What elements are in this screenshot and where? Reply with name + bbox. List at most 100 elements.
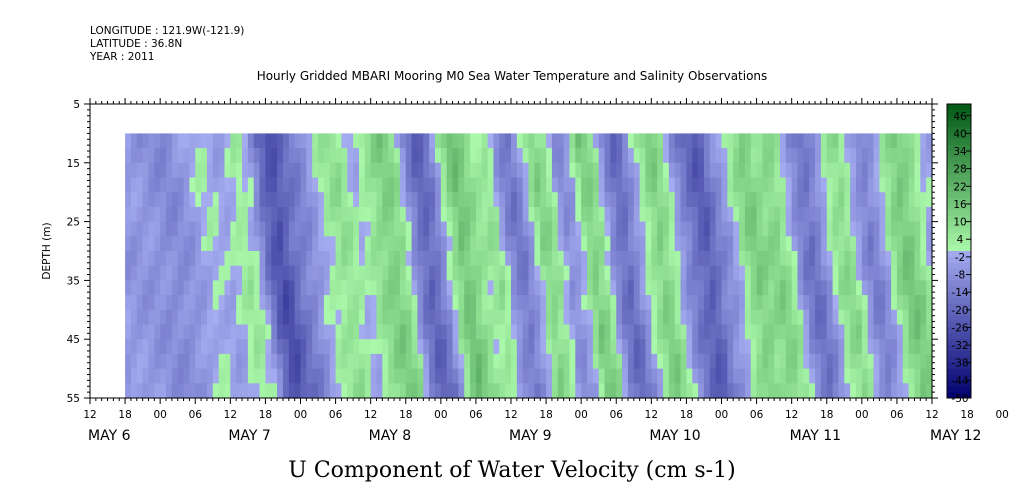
heatmap-cell (452, 251, 459, 267)
heatmap-cell (569, 353, 576, 370)
heatmap-cell (282, 309, 290, 326)
heatmap-cell (434, 295, 442, 311)
heatmap-cell (376, 251, 383, 267)
heatmap-cell (715, 206, 723, 223)
heatmap-cell (370, 221, 378, 237)
heatmap-cell (551, 265, 559, 281)
heatmap-cell (411, 324, 419, 340)
heatmap-cell (429, 206, 436, 223)
heatmap-cell (224, 236, 231, 252)
heatmap-cell (259, 177, 267, 193)
heatmap-cell (475, 206, 483, 223)
heatmap-cell (768, 236, 775, 252)
heatmap-cell (797, 206, 804, 223)
heatmap-cell (832, 133, 840, 149)
colorbar-label: -8 (955, 270, 965, 282)
heatmap-cell (575, 353, 582, 370)
heatmap-cell (130, 133, 138, 149)
heatmap-cell (370, 295, 378, 311)
heatmap-cell (879, 221, 886, 237)
heatmap-cell (446, 339, 454, 355)
colorbar-swatch (947, 251, 971, 258)
heatmap-cell (587, 148, 594, 164)
heatmap-cell (569, 339, 576, 355)
heatmap-cell (306, 383, 313, 399)
heatmap-cell (318, 339, 325, 355)
heatmap-cell (855, 368, 863, 384)
heatmap-cell (616, 162, 623, 179)
heatmap-cell (347, 339, 354, 355)
heatmap-cell (206, 309, 214, 326)
heatmap-cell (698, 251, 705, 267)
heatmap-cell (627, 192, 635, 208)
heatmap-cell (715, 221, 723, 237)
heatmap-cell (288, 309, 296, 326)
heatmap-cell (516, 133, 524, 149)
heatmap-cell (750, 251, 758, 267)
heatmap-cell (470, 177, 477, 193)
heatmap-cell (633, 309, 641, 326)
heatmap-cell (288, 162, 296, 179)
heatmap-cell (867, 353, 875, 370)
heatmap-cell (130, 280, 138, 296)
heatmap-cell (575, 339, 582, 355)
heatmap-cell (686, 192, 693, 208)
heatmap-cell (639, 383, 647, 399)
colorbar-swatch (947, 198, 971, 205)
heatmap-cell (306, 148, 313, 164)
heatmap-cell (844, 265, 851, 281)
heatmap-cell (236, 368, 243, 384)
heatmap-cell (499, 148, 506, 164)
heatmap-cell (551, 353, 559, 370)
heatmap-cell (850, 148, 857, 164)
x-tick-label: 12 (785, 409, 798, 421)
heatmap-cell (318, 177, 325, 193)
heatmap-cell (715, 309, 723, 326)
heatmap-cell (668, 133, 676, 149)
colorbar-swatch (947, 127, 971, 134)
x-tick-label: 18 (118, 409, 131, 421)
heatmap-cell (815, 368, 822, 384)
heatmap-cell (253, 192, 261, 208)
heatmap-cell (505, 148, 512, 164)
heatmap-cell (762, 309, 769, 326)
heatmap-cell (896, 206, 904, 223)
heatmap-cell (201, 339, 208, 355)
heatmap-cell (651, 133, 658, 149)
heatmap-cell (557, 265, 565, 281)
heatmap-cell (826, 309, 834, 326)
heatmap-cell (873, 339, 880, 355)
heatmap-cell (698, 353, 705, 370)
heatmap-cell (920, 236, 927, 252)
heatmap-cell (212, 324, 220, 340)
heatmap-cell (914, 251, 921, 267)
heatmap-cell (733, 265, 740, 281)
heatmap-cell (779, 339, 787, 355)
heatmap-cell (440, 133, 448, 149)
heatmap-cell (855, 295, 863, 311)
heatmap-cell (855, 339, 863, 355)
heatmap-cell (458, 280, 465, 296)
heatmap-cell (855, 148, 863, 164)
heatmap-cell (528, 383, 535, 399)
heatmap-cell (277, 353, 284, 370)
heatmap-cell (815, 221, 822, 237)
heatmap-cell (277, 309, 284, 326)
heatmap-cell (130, 251, 138, 267)
heatmap-cell (154, 383, 161, 399)
heatmap-cell (499, 324, 506, 340)
heatmap-cell (785, 192, 793, 208)
heatmap-cell (639, 324, 647, 340)
heatmap-cell (551, 221, 559, 237)
heatmap-cell (335, 295, 343, 311)
heatmap-cell (534, 162, 541, 179)
heatmap-cell (370, 148, 378, 164)
heatmap-cell (610, 251, 617, 267)
heatmap-cell (306, 324, 313, 340)
heatmap-cell (423, 383, 430, 399)
heatmap-cell (598, 236, 606, 252)
heatmap-cell (382, 295, 389, 311)
heatmap-cell (259, 206, 267, 223)
heatmap-cell (329, 324, 337, 340)
heatmap-cell (861, 251, 869, 267)
